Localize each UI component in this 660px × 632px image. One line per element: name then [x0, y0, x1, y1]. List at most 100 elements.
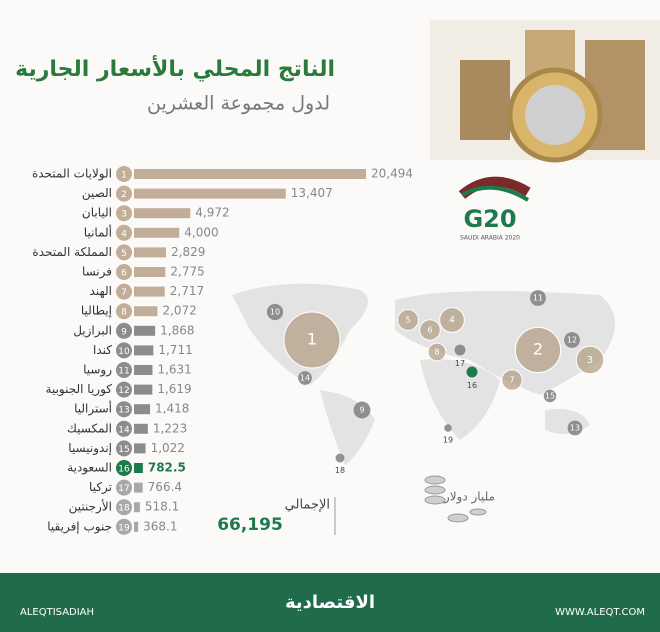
map-bubble: [427, 342, 447, 362]
map-bubble: [530, 290, 546, 306]
category-label: أستراليا: [74, 401, 112, 417]
map-rank-label: 9: [359, 406, 364, 415]
value-label: 1,022: [151, 441, 185, 455]
map-rank-label: 5: [405, 316, 410, 325]
category-label: السعودية: [67, 461, 112, 476]
map-rank-label: 19: [443, 435, 453, 444]
bar: [134, 208, 191, 219]
rank-badge: [116, 362, 132, 378]
bar: [134, 286, 165, 297]
value-label: 4,000: [184, 225, 218, 239]
map-bubble: [335, 453, 345, 463]
map-bubble: [298, 371, 312, 385]
category-label: إندونيسيا: [68, 441, 112, 456]
bar: [134, 227, 180, 238]
rank-badge: [116, 264, 132, 280]
map-rank-label: 10: [270, 308, 280, 317]
bar: [134, 365, 153, 375]
total-label: الإجمالي: [285, 498, 330, 513]
rank-label: 10: [118, 347, 130, 357]
category-label: الولايات المتحدة: [32, 167, 112, 182]
map-bubble: [514, 326, 562, 374]
footer-brand: الاقتصادية: [285, 592, 375, 613]
map-rank-label: 18: [335, 466, 345, 475]
rank-badge: [116, 342, 132, 359]
rank-label: 12: [118, 386, 129, 396]
category-label: جنوب إفريقيا: [47, 519, 112, 534]
value-label: 518.1: [145, 500, 179, 514]
map-bubble: [283, 311, 341, 369]
rank-label: 5: [121, 249, 127, 259]
rank-badge: [116, 303, 132, 320]
value-label: 2,775: [170, 265, 204, 279]
map-bubble: [439, 307, 465, 333]
rank-badge: [116, 440, 132, 457]
rank-badge: [116, 205, 132, 222]
map-rank-label: 1: [307, 330, 317, 349]
rank-label: 2: [121, 190, 127, 200]
rank-badge: [116, 420, 132, 437]
rank-badge: [116, 499, 132, 516]
rank-label: 18: [118, 504, 130, 514]
map-rank-label: 14: [300, 374, 310, 383]
map-rank-label: 15: [545, 392, 555, 401]
rank-label: 6: [121, 269, 127, 279]
rank-badge: [116, 322, 132, 339]
rank-badge: [116, 244, 132, 261]
rank-label: 13: [118, 406, 129, 416]
footer-handle: ALEQTISADIAH: [20, 607, 94, 618]
map-bubble: [466, 366, 478, 378]
value-label: 13,407: [291, 186, 333, 200]
coins-decoration: [430, 20, 660, 163]
category-label: ألمانيا: [84, 224, 112, 239]
bar: [134, 169, 366, 179]
rank-label: 11: [118, 367, 129, 377]
category-label: إيطاليا: [81, 304, 112, 318]
logo-subtext: SAUDI ARABIA 2020: [460, 235, 520, 242]
rank-badge: [116, 224, 132, 241]
bar: [134, 443, 146, 454]
value-label: 368.1: [143, 519, 177, 533]
map-rank-label: 7: [509, 376, 514, 385]
bar: [134, 384, 153, 395]
rank-badge: [116, 283, 132, 300]
rank-label: 9: [121, 327, 127, 337]
total-value: 66,195: [217, 515, 283, 535]
coin-stack-icon: [424, 475, 487, 523]
value-label: 766.4: [148, 480, 182, 494]
value-label: 1,223: [153, 421, 187, 435]
map-rank-label: 2: [533, 340, 543, 359]
category-label: كوريا الجنوبية: [46, 382, 113, 397]
rank-badge: [116, 518, 132, 535]
map-bubble: [564, 332, 580, 348]
value-label: 4,972: [195, 206, 229, 220]
category-label: روسيا: [83, 363, 112, 378]
value-label: 1,631: [157, 363, 191, 377]
bar: [134, 267, 166, 277]
world-map: [232, 283, 615, 465]
rank-badge: [116, 460, 132, 476]
bar: [134, 345, 154, 356]
bar: [134, 463, 143, 473]
subtitle: لدول مجموعة العشرين: [147, 93, 330, 115]
value-label: 1,868: [160, 323, 194, 337]
rank-label: 3: [121, 210, 127, 220]
map-rank-label: 3: [587, 355, 593, 366]
map-rank-label: 17: [455, 359, 465, 368]
rank-label: 4: [121, 229, 127, 239]
value-label: 1,619: [157, 382, 191, 396]
category-label: كندا: [93, 343, 112, 357]
map-bubble: [575, 345, 605, 375]
rank-label: 19: [118, 523, 130, 533]
map-rank-label: 12: [567, 336, 577, 345]
category-label: المملكة المتحدة: [32, 245, 112, 259]
g20-logo: [458, 176, 531, 202]
rank-label: 16: [118, 465, 130, 475]
value-label: 1,711: [158, 343, 192, 357]
map-rank-label: 8: [434, 348, 439, 357]
map-rank-label: 6: [427, 326, 432, 335]
map-rank-label: 13: [570, 424, 580, 433]
category-label: فرنسا: [82, 265, 112, 280]
map-bubble: [444, 424, 452, 432]
map-rank-label: 11: [533, 294, 543, 303]
